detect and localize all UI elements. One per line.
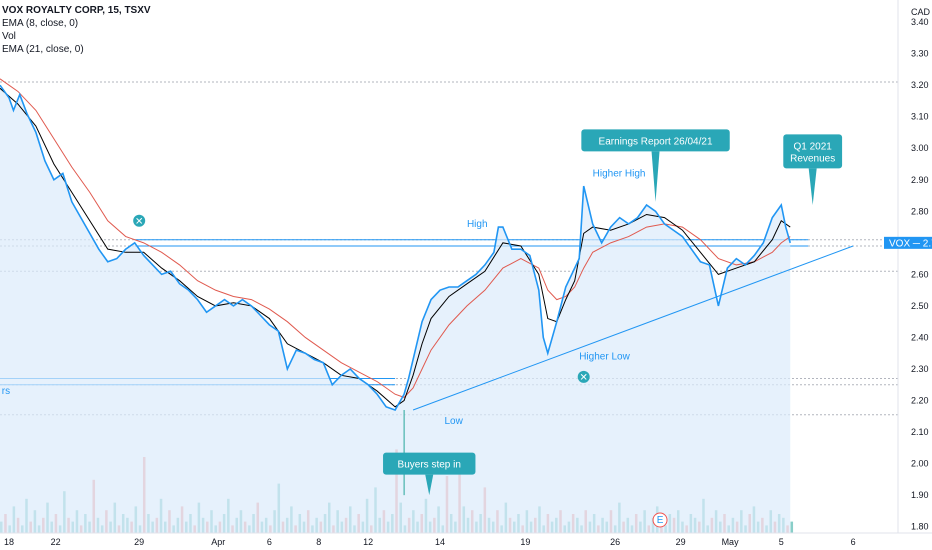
legend-ema21[interactable]: EMA (21, close, 0) [2,44,84,55]
price-tag [884,236,932,249]
callout-box[interactable] [383,452,476,475]
y-tick-label: 2.10 [911,427,929,437]
y-tick-label: 2.20 [911,396,929,406]
x-tick-label: 26 [610,537,620,547]
y-tick-label: 3.00 [911,143,929,153]
close-marker-glyph: ✕ [135,216,143,227]
x-tick-label: 6 [267,537,272,547]
ema21-line[interactable] [0,78,791,398]
callout-box[interactable] [783,134,843,169]
legend-ema8[interactable]: EMA (8, close, 0) [2,18,79,29]
x-tick-label: 29 [134,537,144,547]
price-area [0,85,791,534]
x-tick-label: 18 [4,537,14,547]
callout-text: Buyers step in [398,460,461,471]
close-marker-icon[interactable] [133,214,146,227]
y-tick-label: 2.80 [911,206,929,216]
annotation-label: Low [445,416,464,427]
x-tick-label: 8 [316,537,321,547]
x-tick-label: 12 [363,537,373,547]
trendline[interactable] [412,245,854,411]
y-tick-label: 2.30 [911,364,929,374]
chart-legend: VOX ROYALTY CORP, 15, TSXV EMA (8, close… [2,4,151,56]
legend-symbol[interactable]: VOX ROYALTY CORP, 15, TSXV [2,5,151,16]
earnings-event-label: E [657,515,664,526]
price-axis[interactable] [898,0,932,550]
callout-text: Q1 2021 [794,141,833,152]
annotation-label: Higher High [593,169,646,180]
y-tick-label: 3.40 [911,17,929,27]
x-tick-label: 6 [851,537,856,547]
callout-pointer [425,474,434,496]
callout-pointer [651,151,660,202]
annotation-label: High [467,219,488,230]
close-marker-glyph: ✕ [580,372,588,383]
close-marker-icon[interactable] [577,370,590,383]
y-tick-label: 3.30 [911,49,929,59]
y-tick-label: 1.90 [911,490,929,500]
x-tick-label: 19 [520,537,530,547]
y-tick-label: 2.90 [911,175,929,185]
callout-box[interactable] [581,129,730,152]
volume-bar [790,521,794,533]
callout-text: Revenues [790,153,835,164]
y-tick-label: 2.60 [911,269,929,279]
y-tick-label: 3.20 [911,80,929,90]
y-tick-label: 2.00 [911,459,929,469]
annotation-label: Higher Low [579,352,630,363]
legend-vol[interactable]: Vol [2,31,16,42]
annotation-label: rs [2,386,10,397]
callout-text: Earnings Report 26/04/21 [599,136,713,147]
x-tick-label: 14 [435,537,445,547]
currency-label: CAD [911,7,931,17]
x-tick-label: 22 [51,537,61,547]
price-tag-text: VOX ─ 2.70 [889,238,932,249]
y-tick-label: 1.80 [911,522,929,532]
y-tick-label: 3.10 [911,112,929,122]
callout-pointer [808,168,817,205]
y-tick-label: 2.40 [911,332,929,342]
y-tick-label: 2.50 [911,301,929,311]
x-tick-label: 29 [676,537,686,547]
x-tick-label: May [722,537,740,547]
price-line[interactable] [0,84,792,411]
x-tick-label: Apr [211,537,225,547]
x-tick-label: 5 [779,537,784,547]
earnings-event-icon[interactable] [652,512,668,528]
